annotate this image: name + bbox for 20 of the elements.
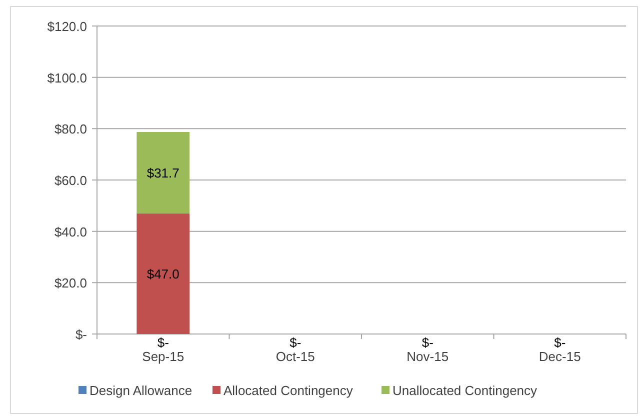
data-label: $- — [157, 335, 169, 350]
x-tick-label: Oct-15 — [276, 349, 315, 364]
y-tick-label: $- — [75, 327, 87, 342]
x-tick-label: Sep-15 — [142, 349, 184, 364]
y-tick-label: $80.0 — [54, 122, 87, 137]
legend-label: Design Allowance — [90, 383, 192, 398]
x-tick-label: Nov-15 — [406, 349, 449, 364]
data-label: $47.0 — [146, 266, 180, 282]
data-label: $- — [554, 335, 566, 350]
y-tick-label: $100.0 — [47, 70, 87, 86]
data-label: $31.7 — [146, 166, 180, 181]
y-tick-label: $40.0 — [54, 224, 87, 240]
legend-label: Unallocated Contingency — [392, 383, 538, 398]
y-tick-label: $60.0 — [54, 173, 87, 188]
y-tick-label: $120.0 — [47, 19, 87, 34]
x-tick-label: Dec-15 — [538, 349, 581, 364]
legend-label: Allocated Contingency — [224, 383, 354, 398]
y-tick-label: $20.0 — [54, 276, 87, 291]
data-label: $- — [422, 335, 434, 350]
data-label: $- — [290, 335, 302, 350]
